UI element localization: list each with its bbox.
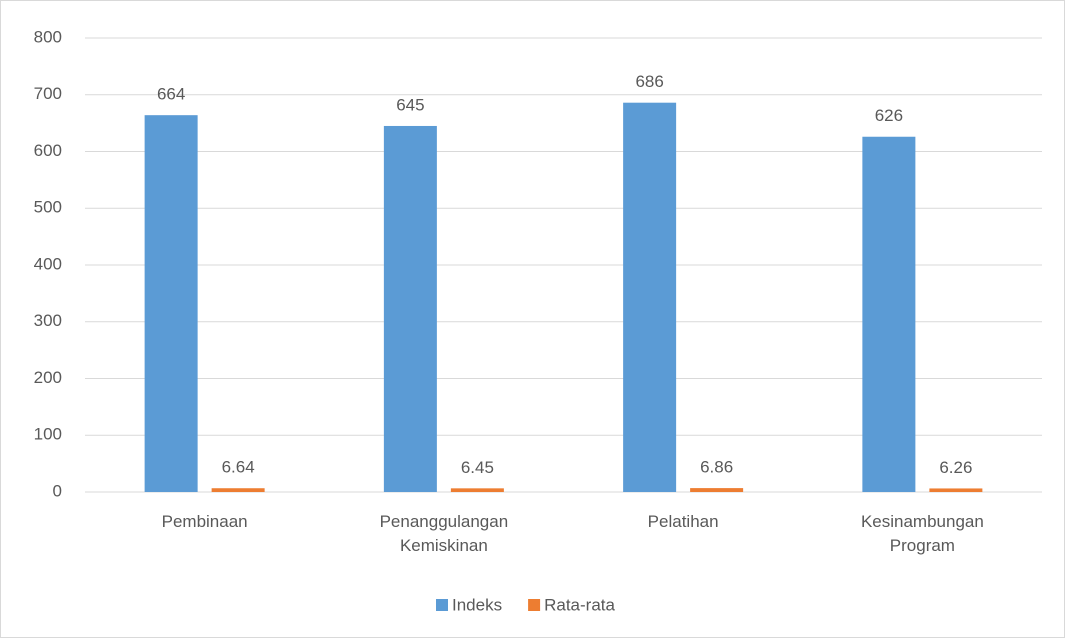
bar (929, 488, 983, 492)
y-tick-label: 400 (34, 254, 62, 273)
x-tick-label-box: Kesinambungan Program (860, 512, 984, 555)
data-label: 626 (875, 106, 903, 125)
data-label: 645 (396, 95, 424, 114)
bar (450, 488, 504, 492)
legend-label: Rata-rata (544, 595, 615, 614)
legend-label: Indeks (452, 595, 502, 614)
y-tick-label: 600 (34, 141, 62, 160)
x-tick-label-box: Penanggulangan Kemiskinan (379, 512, 509, 555)
data-label: 664 (157, 85, 185, 104)
data-label: 686 (635, 72, 663, 91)
y-tick-label: 800 (34, 27, 62, 46)
bar (690, 488, 744, 492)
x-tick-label-box: Pembinaan (161, 512, 248, 531)
y-tick-label: 300 (34, 311, 62, 330)
x-tick-label-box: Pelatihan (647, 512, 719, 531)
x-tick-label: Penanggulangan Kemiskinan (379, 512, 509, 555)
data-label: 6.26 (939, 458, 972, 477)
bar (211, 488, 265, 492)
y-tick-label: 100 (34, 425, 62, 444)
y-tick-label: 700 (34, 84, 62, 103)
legend-swatch (528, 599, 541, 611)
y-tick-label: 500 (34, 198, 62, 217)
x-tick-label: Pelatihan (647, 512, 719, 531)
legend-swatch (436, 599, 448, 611)
bar (144, 115, 198, 493)
bar (623, 102, 677, 492)
y-tick-label: 200 (34, 368, 62, 387)
bar (383, 125, 437, 493)
data-label: 6.45 (461, 458, 494, 477)
x-tick-label: Pembinaan (161, 512, 248, 531)
bar (862, 136, 916, 492)
data-label: 6.86 (700, 458, 733, 477)
data-label: 6.64 (222, 458, 255, 477)
y-tick-label: 0 (53, 481, 62, 500)
x-tick-label: Kesinambungan Program (860, 512, 984, 555)
